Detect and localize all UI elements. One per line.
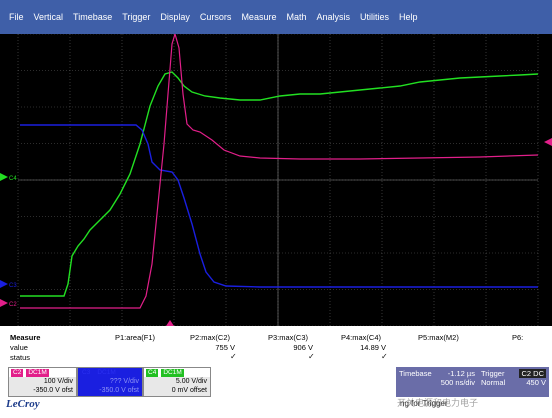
menu-item-cursors[interactable]: Cursors	[199, 12, 232, 22]
measure-value-4: 14.89 V	[360, 343, 386, 352]
trigger-label: Trigger	[481, 369, 505, 378]
measure-status-label: status	[10, 353, 31, 362]
measure-param-2[interactable]: P2:max(C2)	[190, 333, 231, 342]
menu-item-math[interactable]: Math	[286, 12, 307, 22]
timebase-label: Timebase	[399, 369, 432, 378]
menu-bar: File Vertical Timebase Trigger Display Cursor…	[0, 0, 552, 34]
menu-item-timebase[interactable]: Timebase	[73, 12, 113, 22]
c4-vdiv: 5.00 V/div	[175, 378, 207, 385]
measure-status-2: ✓	[230, 352, 237, 361]
trigger-tag: C2 DC	[519, 369, 546, 378]
c2-coupling: DC1M	[26, 368, 49, 377]
c3-vdiv: ??? V/div	[109, 378, 139, 385]
measure-status-4: ✓	[381, 352, 388, 361]
trace-c4	[20, 71, 539, 297]
c4-tag: C4	[146, 368, 159, 377]
measure-status-3: ✓	[308, 352, 315, 361]
trigger-time-marker[interactable]	[166, 320, 174, 326]
graticule	[17, 34, 539, 326]
watermark-text: 开关电源和电力电子	[397, 398, 479, 408]
c2-tag: C2	[11, 368, 24, 377]
timebase-tdiv: 500 ns/div	[440, 378, 475, 387]
measure-title: Measure	[10, 333, 41, 342]
measure-value-2: 755 V	[215, 343, 235, 352]
timebase-descriptor[interactable]: Timebase -1.12 µs 500 ns/div	[396, 367, 478, 397]
trigger-mode: Normal	[481, 378, 506, 387]
measure-table: Measure value status P1:area(F1) P2:max(C…	[0, 332, 552, 366]
menu-item-utilities[interactable]: Utilities	[359, 12, 389, 22]
waveform-area[interactable]: C4 C3 C2	[0, 34, 552, 326]
measure-param-6[interactable]: P6:	[512, 333, 524, 342]
menu-item-display[interactable]: Display	[160, 12, 190, 22]
c3-tag: C3	[80, 368, 93, 377]
measure-param-3[interactable]: P3:max(C3)	[268, 333, 309, 342]
c3-marker-label: C3	[9, 283, 17, 289]
measure-value-3: 906 V	[293, 343, 313, 352]
scope-display: C4 C3 C2	[0, 34, 552, 326]
measure-param-4[interactable]: P4:max(C4)	[341, 333, 382, 342]
timebase-delay: -1.12 µs	[447, 369, 475, 378]
menu-item-measure[interactable]: Measure	[241, 12, 277, 22]
channel-c2-descriptor[interactable]: C2 DC1M 100 V/div -350.0 V ofst	[8, 367, 77, 397]
c2-marker-label: C2	[9, 302, 17, 308]
trace-c2	[20, 34, 539, 309]
menu-item-analysis[interactable]: Analysis	[316, 12, 350, 22]
trace-c3	[20, 124, 538, 288]
measure-param-1[interactable]: P1:area(F1)	[115, 333, 156, 342]
c3-offset: -350.0 V ofst	[99, 387, 139, 394]
channel-c4-descriptor[interactable]: C4 DC1M 5.00 V/div 0 mV offset	[143, 367, 211, 397]
lecroy-logo: LeCroy	[6, 398, 40, 410]
channel-c3-descriptor[interactable]: C3 DC1M ??? V/div -350.0 V ofst	[77, 367, 143, 397]
c2-ground-marker[interactable]	[0, 299, 8, 307]
c4-offset: 0 mV offset	[171, 387, 207, 394]
c2-offset: -350.0 V ofst	[33, 387, 73, 394]
menu-item-trigger[interactable]: Trigger	[122, 12, 151, 22]
menu-item-file[interactable]: File	[9, 12, 24, 22]
measure-value-label: value	[10, 343, 28, 352]
trigger-descriptor[interactable]: Trigger C2 DC Normal 450 V	[478, 367, 549, 397]
c3-ground-marker[interactable]	[0, 280, 8, 288]
measure-param-5[interactable]: P5:max(M2)	[418, 333, 459, 342]
menu-item-vertical[interactable]: Vertical	[33, 12, 64, 22]
status-message: ng for Trigger	[400, 399, 448, 408]
c3-coupling: DC1M	[95, 368, 118, 377]
c4-marker-label: C4	[9, 176, 17, 182]
c4-coupling: DC1M	[161, 368, 184, 377]
c4-ground-marker[interactable]	[0, 173, 8, 181]
c2-vdiv: 100 V/div	[43, 378, 73, 385]
trigger-level-marker[interactable]	[544, 138, 552, 146]
trigger-level: 450 V	[526, 378, 546, 387]
menu-item-help[interactable]: Help	[399, 12, 418, 22]
